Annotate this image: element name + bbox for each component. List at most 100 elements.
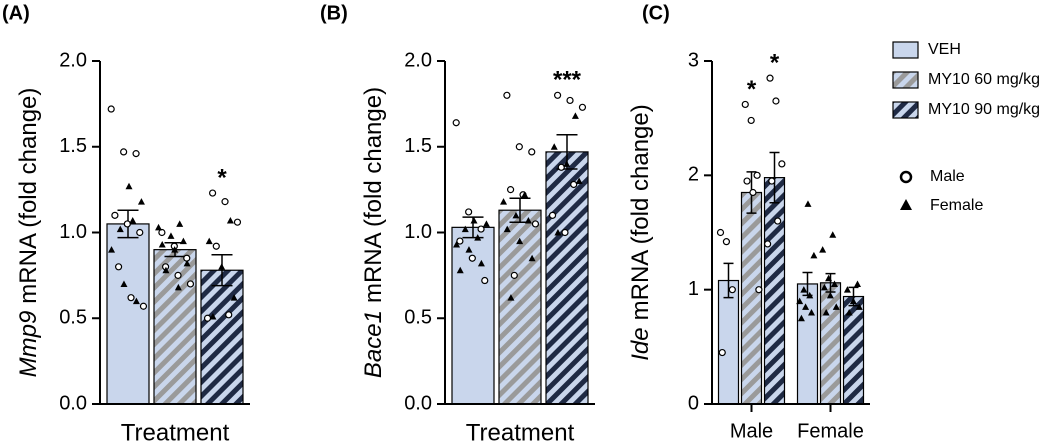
y-label-text: mRNA (fold change) (627, 104, 654, 320)
male-point (531, 220, 540, 228)
y-tick-label: 2.0 (59, 49, 87, 71)
male-point (452, 119, 460, 127)
legend-label: MY10 90 mg/kg (928, 101, 1040, 118)
female-point (179, 237, 187, 245)
female-point (205, 237, 213, 245)
male-point (208, 189, 217, 197)
male-point (186, 280, 195, 288)
male-point (755, 286, 763, 294)
error-bar (825, 272, 836, 293)
female-point (230, 294, 238, 301)
male-point (107, 105, 115, 113)
female-point (512, 211, 520, 219)
significance: * (217, 164, 227, 191)
female-point (137, 198, 145, 205)
male-point (743, 177, 751, 185)
male-point (718, 348, 726, 357)
y-tick-label: 0.0 (404, 392, 432, 414)
male-point (566, 96, 574, 105)
male-point (578, 103, 587, 111)
female-point (155, 223, 163, 231)
y-tick-label: 1 (688, 278, 699, 300)
female-point (575, 177, 583, 185)
female-point (500, 198, 508, 205)
male-point (481, 276, 489, 285)
female-point (804, 200, 812, 207)
bar (819, 282, 842, 405)
female-point (171, 246, 179, 253)
male-point (561, 228, 569, 237)
male-point (515, 143, 523, 151)
female-point (843, 286, 851, 293)
male-point (477, 225, 485, 233)
panel-label: (A) (2, 2, 30, 24)
y-label-gene: Ide (627, 327, 654, 360)
bar (451, 226, 495, 405)
female-point (810, 251, 818, 259)
female-point (162, 266, 170, 274)
male-point (548, 211, 557, 219)
male-point (132, 150, 140, 158)
female-point (209, 313, 217, 320)
female-point (832, 303, 840, 310)
male-point (174, 271, 182, 279)
error-bar (723, 262, 734, 299)
female-point (521, 191, 529, 198)
female-point (802, 303, 810, 310)
female-point (849, 297, 857, 305)
male-point (764, 240, 772, 248)
female-point (831, 280, 838, 287)
male-point (728, 286, 736, 294)
female-point (524, 216, 532, 224)
male-point (120, 148, 128, 156)
error-bar (211, 254, 233, 287)
bar (153, 249, 197, 405)
female-point (819, 246, 827, 253)
bar (763, 177, 786, 405)
female-point (507, 294, 515, 301)
legend-label: Male (930, 168, 965, 185)
male-point (123, 220, 131, 228)
male-point (506, 186, 515, 194)
female-point (474, 234, 482, 241)
male-point (203, 314, 212, 322)
male-point (766, 74, 774, 82)
female-point (470, 216, 478, 224)
legend-female-marker (900, 199, 912, 210)
female-point (226, 216, 234, 224)
bar (740, 191, 763, 405)
female-point (503, 225, 511, 233)
female-point (482, 220, 490, 227)
panel-label: (B) (320, 2, 348, 24)
female-point (825, 274, 833, 282)
y-tick-label: 2 (688, 164, 699, 186)
female-point (800, 286, 808, 293)
y-tick-label: 0 (688, 392, 699, 414)
legend-label: VEH (928, 41, 961, 58)
male-point (225, 311, 233, 319)
female-point (845, 309, 853, 316)
y-tick-label: 1.5 (404, 135, 432, 157)
male-point (114, 263, 123, 271)
significance: *** (553, 67, 582, 94)
y-tick-label: 0.0 (59, 392, 87, 414)
female-point (820, 283, 828, 291)
male-point (778, 160, 786, 168)
male-point (221, 198, 229, 206)
female-point (125, 182, 133, 190)
male-point (741, 100, 749, 109)
female-point (806, 291, 814, 299)
male-point (158, 228, 166, 237)
female-point (174, 283, 182, 291)
female-point (826, 291, 834, 299)
bar (717, 279, 740, 405)
male-point (503, 91, 511, 99)
male-point (510, 271, 518, 279)
female-point (158, 241, 166, 248)
y-label-gene: Mmp9 (15, 311, 42, 378)
female-point (108, 246, 116, 253)
legend-male-marker (899, 170, 913, 184)
female-point (218, 263, 226, 270)
male-point (570, 180, 578, 189)
